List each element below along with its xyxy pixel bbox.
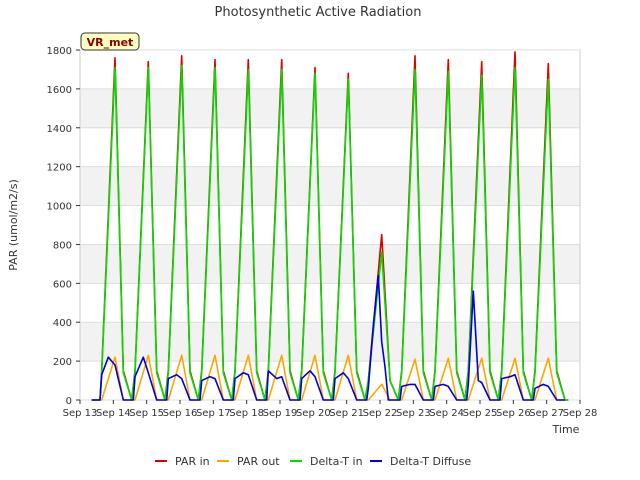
x-tick-label: Sep 25 (463, 408, 498, 419)
y-tick-label: 1200 (47, 163, 72, 174)
y-tick-label: 1600 (47, 85, 72, 96)
series-lines (91, 51, 569, 401)
x-tick-label: Sep 18 (229, 408, 264, 419)
x-tick-label: Sep 22 (363, 408, 398, 419)
x-tick-label: Sep 19 (263, 408, 298, 419)
x-tick-label: Sep 15 (129, 408, 164, 419)
y-tick-label: 1400 (47, 124, 72, 135)
x-axis-label: Time (552, 423, 580, 436)
x-tick-label: Sep 14 (96, 408, 131, 419)
legend-label: Delta-T in (310, 455, 363, 468)
x-tick-label: Sep 27 (529, 408, 564, 419)
y-tick-label: 1000 (47, 202, 72, 213)
grid-band (80, 88, 580, 128)
x-tick-label: Sep 23 (396, 408, 431, 419)
y-tick-label: 600 (53, 279, 72, 290)
y-tick-label: 800 (53, 240, 72, 251)
legend: PAR in PAR out Delta-T in Delta-T Diffuse (155, 455, 471, 468)
y-tick-label: 0 (66, 396, 72, 407)
legend-label: PAR in (175, 455, 210, 468)
x-tick-label: Sep 24 (429, 408, 464, 419)
legend-label: Delta-T Diffuse (390, 455, 471, 468)
x-tick-label: Sep 28 (563, 408, 598, 419)
x-tick-label: Sep 21 (329, 408, 364, 419)
chart-title: Photosynthetic Active Radiation (215, 5, 422, 20)
x-tick-label: Sep 16 (163, 408, 198, 419)
station-badge: VR_met (80, 32, 140, 51)
series-line (91, 274, 565, 401)
y-tick-label: 200 (53, 357, 72, 368)
grid-band (80, 166, 580, 206)
y-tick-label: 400 (53, 318, 72, 329)
x-tick-label: Sep 20 (296, 408, 331, 419)
grid-bands (80, 88, 580, 362)
grid-band (80, 322, 580, 362)
x-tick-label: Sep 13 (63, 408, 98, 419)
grid-band (80, 244, 580, 284)
x-tick-label: Sep 26 (496, 408, 531, 419)
y-tick-label: 1800 (47, 46, 72, 57)
legend-label: PAR out (237, 455, 280, 468)
y-axis-label: PAR (umol/m2/s) (7, 179, 20, 271)
station-badge-label: VR_met (87, 36, 134, 49)
x-tick-label: Sep 17 (196, 408, 231, 419)
